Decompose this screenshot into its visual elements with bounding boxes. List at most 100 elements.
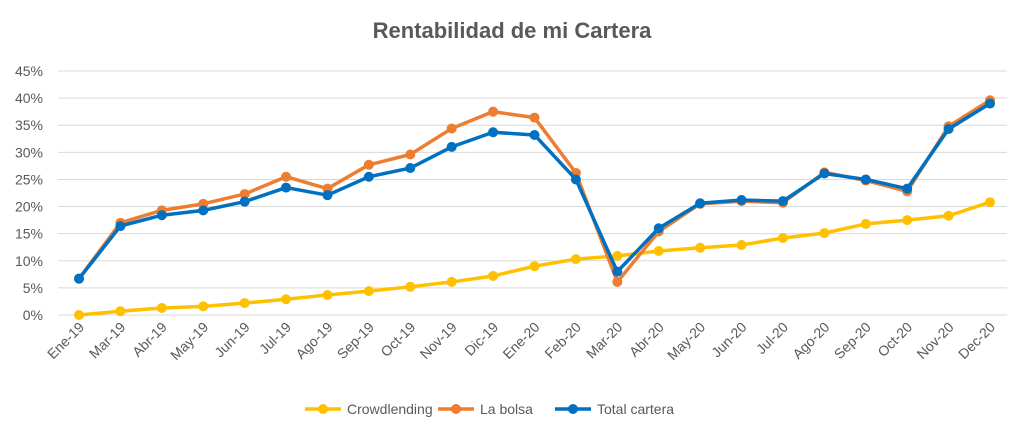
data-point [612,250,623,261]
data-point [777,233,788,244]
data-point [695,242,706,253]
x-tick-label: Feb-20 [541,319,584,362]
y-tick-label: 40% [15,90,43,106]
data-point [488,270,499,281]
data-point [902,215,913,226]
data-point [902,183,913,194]
x-tick-label: Sep-19 [334,319,377,362]
legend-marker [318,404,328,414]
data-point [239,189,250,200]
x-tick-label: Ene-20 [499,319,542,362]
legend-item: Total cartera [555,401,674,417]
y-tick-label: 35% [15,117,43,133]
data-point [115,221,126,232]
data-point [943,210,954,221]
x-tick-label: Mar-19 [86,319,129,362]
data-point [281,294,292,305]
data-point [405,149,416,160]
data-point [777,196,788,207]
data-point [612,266,623,277]
data-point [405,281,416,292]
data-point [529,129,540,140]
series-la-bolsa [74,95,995,287]
data-point [156,210,167,221]
data-point [198,301,209,312]
x-tick-label: Dec-20 [955,319,998,362]
data-point [695,198,706,209]
data-point [653,246,664,257]
y-tick-label: 45% [15,63,43,79]
data-point [819,168,830,179]
legend-item: Crowdlending [305,401,433,417]
data-point [363,171,374,182]
data-point [446,141,457,152]
y-tick-label: 30% [15,144,43,160]
data-point [446,276,457,287]
x-tick-label: Oct-19 [377,319,418,360]
x-tick-label: Ago-20 [789,319,832,362]
x-tick-label: Jul-20 [753,319,791,357]
x-tick-label: May-19 [167,319,211,363]
data-point [488,106,499,117]
x-tick-label: Jun-20 [708,319,750,361]
x-tick-label: Mar-20 [583,319,626,362]
data-point [985,197,995,208]
data-point [488,127,499,138]
x-tick-label: May-20 [664,319,708,363]
data-point [363,286,374,297]
y-tick-label: 20% [15,199,43,215]
series-crowdlending [74,197,995,320]
x-tick-label: Nov-19 [417,319,460,362]
data-point [239,196,250,207]
data-point [281,182,292,193]
data-point [570,174,581,185]
data-point [860,174,871,185]
data-point [529,261,540,272]
data-point [570,254,581,265]
y-tick-label: 10% [15,253,43,269]
data-point [612,276,623,287]
x-tick-label: Ago-19 [292,319,335,362]
series-total-cartera [74,98,995,284]
y-tick-label: 0% [23,307,43,323]
x-tick-label: Abr-20 [626,319,667,360]
data-point [322,190,333,201]
data-point [322,289,333,300]
x-tick-label: Abr-19 [129,319,170,360]
data-point [281,171,292,182]
data-point [156,302,167,313]
y-tick-label: 5% [23,280,43,296]
legend-marker [451,404,461,414]
data-point [943,124,954,135]
data-point [860,218,871,229]
x-tick-label: Jun-19 [211,319,253,361]
data-point [115,306,126,317]
legend-marker [568,404,578,414]
data-point [529,112,540,123]
data-point [198,205,209,216]
legend-label: Crowdlending [347,401,433,417]
data-point [819,228,830,239]
legend-item: La bolsa [438,401,533,417]
data-point [985,98,995,109]
x-tick-label: Nov-20 [913,319,956,362]
data-point [405,163,416,174]
series-line [77,102,991,280]
data-point [446,123,457,134]
legend-label: Total cartera [597,401,674,417]
data-point [736,195,747,206]
data-point [74,310,84,320]
data-point [363,159,374,170]
series-line [77,98,991,284]
x-tick-label: Dic-19 [461,319,501,359]
x-tick-label: Oct-20 [874,319,915,360]
data-point [736,240,747,251]
legend-label: La bolsa [480,401,533,417]
series-line [78,200,991,317]
y-tick-label: 15% [15,226,43,242]
chart-title: Rentabilidad de mi Cartera [373,18,653,43]
data-point [74,273,84,284]
x-tick-label: Ene-19 [44,319,87,362]
